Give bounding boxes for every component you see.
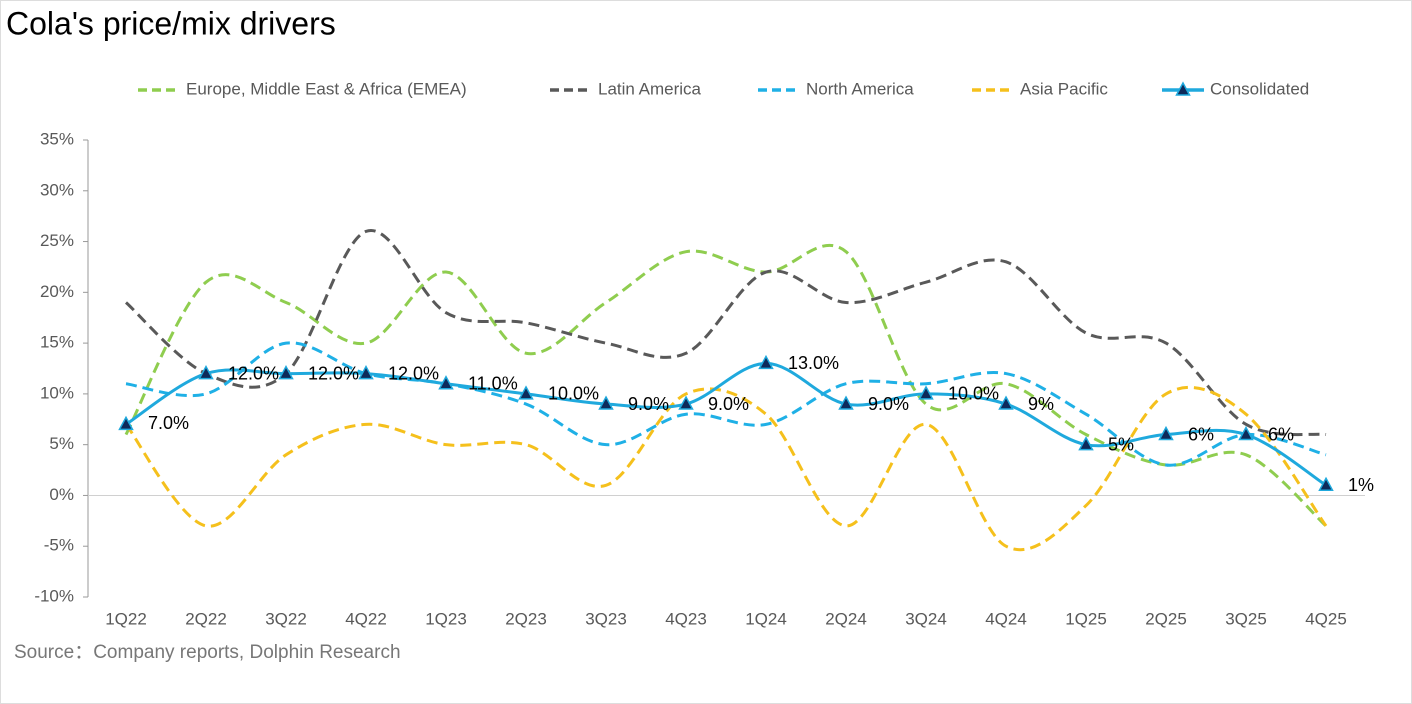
data-point	[118, 415, 134, 431]
data-label: 12.0%	[228, 363, 279, 383]
legend-label: North America	[806, 79, 914, 98]
y-tick-label: 35%	[40, 129, 74, 148]
y-tick-label: 0%	[49, 485, 74, 504]
x-tick-label: 1Q23	[425, 609, 467, 628]
data-point	[1078, 436, 1094, 451]
y-tick-label: 30%	[40, 180, 74, 199]
source-note: Source：Company reports, Dolphin Research	[14, 642, 401, 663]
x-tick-label: 1Q24	[745, 609, 787, 628]
data-point	[758, 354, 774, 370]
data-label: 9.0%	[708, 394, 749, 414]
data-point	[1318, 476, 1334, 492]
x-tick-label: 1Q25	[1065, 609, 1107, 628]
data-label: 9.0%	[628, 394, 669, 414]
y-tick-label: -10%	[34, 586, 74, 605]
data-label: 1%	[1348, 475, 1374, 495]
x-tick-label: 4Q23	[665, 609, 707, 628]
data-point	[518, 385, 534, 400]
legend-marker	[1175, 81, 1191, 96]
legend-label: Latin America	[598, 79, 702, 98]
data-label: 7.0%	[148, 413, 189, 433]
x-tick-label: 4Q22	[345, 609, 387, 628]
x-tick-label: 4Q24	[985, 609, 1027, 628]
data-label: 9%	[1028, 394, 1054, 414]
data-point	[998, 395, 1014, 410]
series-line	[124, 385, 1328, 552]
x-tick-label: 3Q24	[905, 609, 947, 628]
x-tick-label: 2Q24	[825, 609, 867, 628]
data-point	[438, 375, 454, 390]
data-point	[918, 385, 934, 400]
y-tick-label: 15%	[40, 333, 74, 352]
data-label: 10.0%	[548, 384, 599, 404]
series-line	[125, 229, 1327, 437]
y-tick-label: -5%	[44, 536, 74, 555]
x-tick-label: 3Q22	[265, 609, 307, 628]
data-label: 9.0%	[868, 394, 909, 414]
data-point	[838, 395, 854, 410]
y-tick-label: 25%	[40, 231, 74, 250]
legend-label: Europe, Middle East & Africa (EMEA)	[186, 79, 467, 98]
x-tick-label: 2Q23	[505, 609, 547, 628]
data-point	[598, 395, 614, 410]
x-tick-label: 4Q25	[1305, 609, 1347, 628]
data-label: 13.0%	[788, 353, 839, 373]
data-point	[1238, 425, 1254, 441]
x-tick-label: 2Q25	[1145, 609, 1187, 628]
y-tick-label: 5%	[49, 434, 74, 453]
data-label: 5%	[1108, 434, 1134, 454]
data-point	[358, 365, 374, 380]
data-label: 6%	[1188, 424, 1214, 444]
legend-label: Consolidated	[1210, 79, 1309, 98]
data-label: 12.0%	[308, 363, 359, 383]
y-tick-label: 10%	[40, 383, 74, 402]
data-label: 11.0%	[468, 373, 518, 393]
data-point	[1158, 425, 1174, 441]
data-point	[198, 365, 214, 380]
chart-title: Cola's price/mix drivers	[6, 5, 336, 41]
data-label: 10.0%	[948, 384, 999, 404]
series-line	[125, 361, 1327, 487]
data-label: 6%	[1268, 424, 1294, 444]
x-tick-label: 3Q23	[585, 609, 627, 628]
y-tick-label: 20%	[40, 282, 74, 301]
data-label: 12.0%	[388, 363, 439, 383]
data-point	[678, 395, 694, 410]
data-point	[278, 365, 294, 380]
x-tick-label: 3Q25	[1225, 609, 1267, 628]
x-tick-label: 1Q22	[105, 609, 147, 628]
legend-label: Asia Pacific	[1020, 79, 1108, 98]
x-tick-label: 2Q22	[185, 609, 227, 628]
